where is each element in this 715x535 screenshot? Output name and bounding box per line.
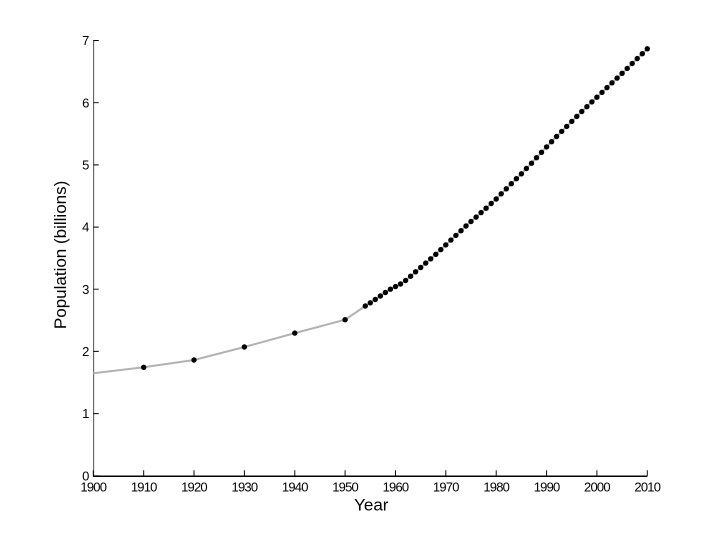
svg-text:5: 5 bbox=[82, 158, 89, 173]
svg-text:1930: 1930 bbox=[232, 479, 258, 494]
svg-text:1980: 1980 bbox=[483, 479, 509, 494]
svg-text:1940: 1940 bbox=[282, 479, 308, 494]
svg-text:Year: Year bbox=[354, 495, 389, 514]
svg-text:Population (billions): Population (billions) bbox=[51, 181, 70, 329]
svg-text:1910: 1910 bbox=[131, 479, 157, 494]
svg-text:2000: 2000 bbox=[584, 479, 610, 494]
svg-text:1970: 1970 bbox=[433, 479, 459, 494]
svg-text:6: 6 bbox=[82, 95, 89, 110]
svg-text:0: 0 bbox=[82, 468, 89, 483]
svg-text:2010: 2010 bbox=[634, 479, 660, 494]
svg-text:2: 2 bbox=[82, 344, 89, 359]
svg-text:1960: 1960 bbox=[383, 479, 409, 494]
svg-text:4: 4 bbox=[82, 220, 89, 235]
svg-text:3: 3 bbox=[82, 282, 89, 297]
svg-text:1950: 1950 bbox=[332, 479, 358, 494]
svg-text:1920: 1920 bbox=[181, 479, 207, 494]
svg-text:1990: 1990 bbox=[534, 479, 560, 494]
svg-text:7: 7 bbox=[82, 33, 89, 48]
svg-text:1900: 1900 bbox=[80, 479, 106, 494]
svg-text:1: 1 bbox=[82, 406, 89, 421]
